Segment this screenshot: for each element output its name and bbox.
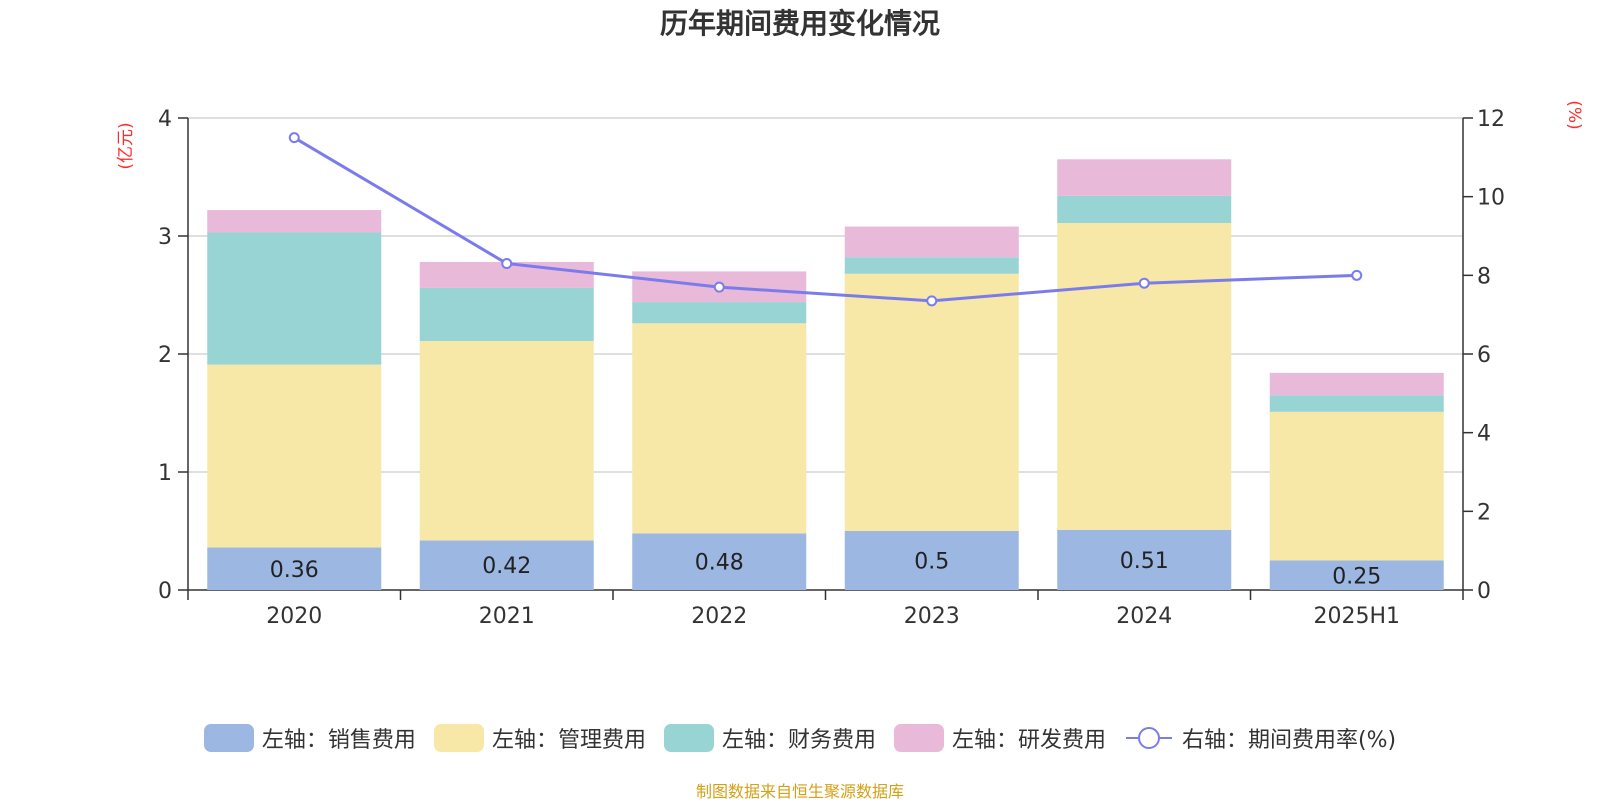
left-tick-label: 3	[158, 225, 172, 250]
bar-segment-1	[632, 533, 807, 590]
bar-segment-2	[419, 341, 594, 541]
bar-data-label: 0.36	[270, 558, 319, 583]
right-tick-label: 0	[1477, 579, 1491, 604]
bar-segment-2	[632, 323, 807, 534]
bar-segment-3	[632, 302, 807, 324]
rate-point	[1138, 277, 1150, 289]
left-axis-label: (亿元)	[116, 122, 136, 169]
bar-data-label: 0.51	[1120, 549, 1169, 574]
legend-item-2[interactable]: 左轴：管理费用	[433, 722, 646, 754]
legend-swatch	[663, 724, 714, 752]
right-tick-label: 4	[1477, 422, 1491, 447]
bar-data-label: 0.42	[482, 554, 531, 579]
left-tick-label: 2	[158, 343, 172, 368]
legend-item-3[interactable]: 左轴：财务费用	[663, 722, 876, 754]
legend-item-5[interactable]: 右轴：期间费用率(%)	[1124, 722, 1396, 754]
bar-segment-1	[1057, 529, 1232, 590]
x-tick-label: 2024	[1116, 604, 1172, 629]
bar-segment-3	[419, 287, 594, 342]
x-tick-label: 2021	[479, 604, 535, 629]
bar-segment-2	[207, 364, 382, 548]
bar-segment-3	[1057, 195, 1232, 224]
bar-data-label: 0.5	[914, 550, 949, 575]
left-tick-label: 1	[158, 461, 172, 486]
left-tick-label: 0	[158, 579, 172, 604]
x-tick-label: 2022	[691, 604, 747, 629]
bar-segment-2	[844, 273, 1019, 531]
rate-point	[713, 281, 725, 293]
legend-label: 右轴：期间费用率(%)	[1181, 728, 1397, 753]
legend-label: 左轴：研发费用	[951, 728, 1106, 753]
legend-swatch	[1125, 727, 1172, 749]
left-tick-label: 4	[158, 107, 172, 132]
legend-label: 左轴：财务费用	[721, 728, 876, 753]
bar-segment-3	[1269, 395, 1444, 412]
legend: 左轴：销售费用 左轴：管理费用 左轴：财务费用 左轴：研发费用 右轴：期间费用率(%)	[0, 718, 1600, 758]
rate-point	[501, 258, 513, 270]
bar-segment-4	[844, 226, 1019, 258]
chart-title: 历年期间费用变化情况	[659, 7, 940, 40]
bar-data-label: 0.25	[1332, 564, 1381, 589]
bar-segment-1	[1269, 560, 1444, 590]
x-tick-label: 2020	[266, 604, 322, 629]
bar-segment-2	[1057, 223, 1232, 530]
source-note: 制图数据来自恒生聚源数据库	[695, 782, 904, 801]
bar-segment-2	[1269, 411, 1444, 561]
right-tick-label: 2	[1477, 500, 1491, 525]
legend-label: 左轴：销售费用	[261, 728, 416, 753]
right-axis-label: (%)	[1564, 100, 1584, 129]
legend-label: 左轴：管理费用	[491, 728, 646, 753]
right-tick-label: 8	[1477, 264, 1491, 289]
legend-swatch	[893, 724, 944, 752]
right-tick-label: 12	[1477, 107, 1505, 132]
bar-data-label: 0.48	[695, 551, 744, 576]
bar-segment-3	[207, 232, 382, 365]
legend-item-1[interactable]: 左轴：销售费用	[203, 722, 416, 754]
rate-point	[1351, 269, 1363, 281]
bar-segment-1	[844, 531, 1019, 590]
bar-segment-4	[207, 210, 382, 233]
rate-point	[926, 295, 938, 307]
bar-segment-3	[844, 257, 1019, 274]
bar-segment-1	[207, 547, 382, 590]
bar-segment-4	[1269, 372, 1444, 396]
rate-line	[293, 136, 1357, 303]
bar-segment-4	[1057, 159, 1232, 196]
legend-item-4[interactable]: 左轴：研发费用	[893, 722, 1106, 754]
x-tick-label: 2023	[904, 604, 960, 629]
x-tick-label: 2025H1	[1313, 604, 1400, 629]
right-tick-label: 6	[1477, 343, 1491, 368]
bar-segment-1	[419, 540, 594, 590]
rate-point	[288, 132, 300, 144]
legend-swatch	[433, 724, 484, 752]
legend-swatch	[203, 724, 254, 752]
right-tick-label: 10	[1477, 186, 1505, 211]
